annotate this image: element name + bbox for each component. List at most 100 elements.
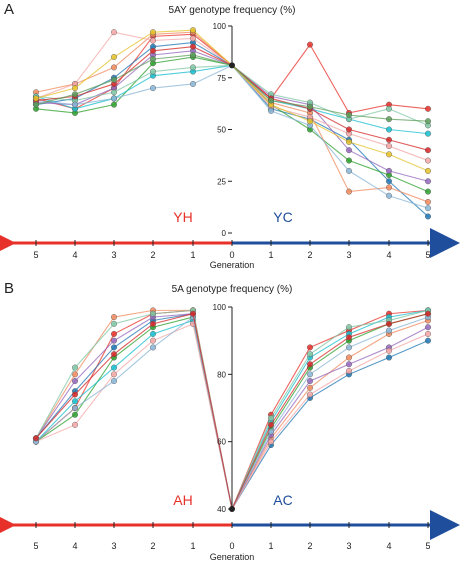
b-point-L7-2 <box>110 320 117 327</box>
b-point-R6-3 <box>386 347 393 354</box>
a-x-tick-label-1: 4 <box>72 250 77 260</box>
a-point-R11-1 <box>307 103 314 110</box>
a-point-R10-3 <box>386 151 393 158</box>
a-point-L6-0 <box>189 35 196 42</box>
a-point-L6-2 <box>110 29 117 36</box>
panel-b-x-label: Generation <box>210 552 255 562</box>
a-x-tick-label-10: 5 <box>425 250 430 260</box>
a-point-R0-4 <box>425 105 432 112</box>
panel-a-x-ticks: 5 4 3 2 1 0 1 2 3 4 5 <box>33 240 431 260</box>
a-point-L10-2 <box>110 54 117 61</box>
panel-a: A 5AY genotype frequency (%) 0255075100 … <box>0 1 460 270</box>
a-series-line-L4 <box>35 64 233 110</box>
b-point-L5-3 <box>71 378 78 385</box>
b-point-L8-1 <box>149 344 156 351</box>
a-point-L11-3 <box>71 91 78 98</box>
a-point-R1-3 <box>386 178 393 185</box>
b-point-R7-2 <box>346 324 353 331</box>
b-point-R8-2 <box>346 344 353 351</box>
b-point-L9-0 <box>189 310 196 317</box>
a-point-R5-3 <box>386 167 393 174</box>
a-point-L11-0 <box>189 51 196 58</box>
a-x-tick-label-2: 3 <box>111 250 116 260</box>
b-point-R6-4 <box>425 330 432 337</box>
a-point-R5-2 <box>346 147 353 154</box>
b-x-tick-label-2: 3 <box>111 541 116 551</box>
b-point-R5-2 <box>346 361 353 368</box>
a-series-line-R6 <box>231 64 429 162</box>
b-point-R3-2 <box>346 354 353 361</box>
b-series-line-L7 <box>35 309 233 510</box>
a-series-line-L10 <box>35 29 233 99</box>
a-series-line-L9 <box>35 46 233 102</box>
a-point-R9-2 <box>346 126 353 133</box>
b-point-L5-2 <box>110 337 117 344</box>
b-point-R6-1 <box>307 391 314 398</box>
b-series-line-R6 <box>231 333 429 510</box>
a-point-R10-1 <box>307 118 314 125</box>
b-point-L6-2 <box>110 371 117 378</box>
a-point-L7-0 <box>189 64 196 71</box>
a-point-R8-0 <box>268 107 275 114</box>
b-series-line-L3 <box>35 309 233 510</box>
panel-b-series <box>33 307 432 512</box>
b-point-R6-2 <box>346 367 353 374</box>
a-point-R6-3 <box>386 143 393 150</box>
a-point-R9-4 <box>425 147 432 154</box>
b-point-L9-2 <box>110 351 117 358</box>
a-y-tick-label-2: 50 <box>217 126 226 135</box>
a-point-R4-4 <box>425 130 432 137</box>
b-point-R9-2 <box>346 334 353 341</box>
b-point-L4-2 <box>110 364 117 371</box>
b-series-line-R0 <box>231 309 429 510</box>
a-point-R5-4 <box>425 178 432 185</box>
b-y-tick-label-0: 40 <box>217 505 226 514</box>
a-point-L8-1 <box>149 85 156 92</box>
a-y-tick-label-0: 0 <box>222 229 227 238</box>
b-point-L3-2 <box>110 314 117 321</box>
b-x-tick-label-6: 1 <box>268 541 273 551</box>
b-point-R1-3 <box>386 354 393 361</box>
b-point-L9-3 <box>71 391 78 398</box>
a-series-line-R3 <box>231 64 429 203</box>
a-series-line-L11 <box>35 54 233 106</box>
a-point-L11-1 <box>149 56 156 63</box>
b-x-tick-label-4: 1 <box>190 541 195 551</box>
b-y-tick-label-2: 80 <box>217 370 226 379</box>
a-series-line-R9 <box>231 64 429 151</box>
b-y-tick-label-3: 100 <box>213 303 227 312</box>
b-x-tick-label-9: 4 <box>386 541 391 551</box>
b-point-R9-3 <box>386 320 393 327</box>
a-point-L10-0 <box>189 27 196 34</box>
a-x-tick-label-8: 3 <box>346 250 351 260</box>
a-point-R3-2 <box>346 188 353 195</box>
a-point-R3-4 <box>425 198 432 205</box>
panel-a-x-label: Generation <box>210 260 255 270</box>
b-series-line-L4 <box>35 319 233 510</box>
a-point-R11-4 <box>425 118 432 125</box>
b-series-line-R5 <box>231 326 429 510</box>
a-point-L7-1 <box>149 68 156 75</box>
b-x-tick-label-10: 5 <box>425 541 430 551</box>
a-series-line-R1 <box>231 64 429 217</box>
b-x-tick-label-7: 2 <box>307 541 312 551</box>
b-x-tick-label-8: 3 <box>346 541 351 551</box>
a-series-line-R11 <box>231 64 429 122</box>
a-point-L11-4 <box>33 101 40 108</box>
a-point-L7-2 <box>110 89 117 96</box>
b-point-L6-3 <box>71 421 78 428</box>
b-x-tick-label-1: 4 <box>72 541 77 551</box>
a-point-R8-4 <box>425 205 432 212</box>
a-point-R0-1 <box>307 41 314 48</box>
a-series-line-R0 <box>231 43 429 114</box>
a-point-L8-0 <box>189 80 196 87</box>
a-point-R8-2 <box>346 167 353 174</box>
panel-a-series <box>33 27 432 220</box>
a-series-line-L3 <box>35 31 233 93</box>
a-point-L10-4 <box>33 95 40 102</box>
a-series-line-L8 <box>35 64 233 106</box>
b-x-tick-label-3: 2 <box>150 541 155 551</box>
b-point-R1-4 <box>425 337 432 344</box>
b-point-L9-1 <box>149 320 156 327</box>
